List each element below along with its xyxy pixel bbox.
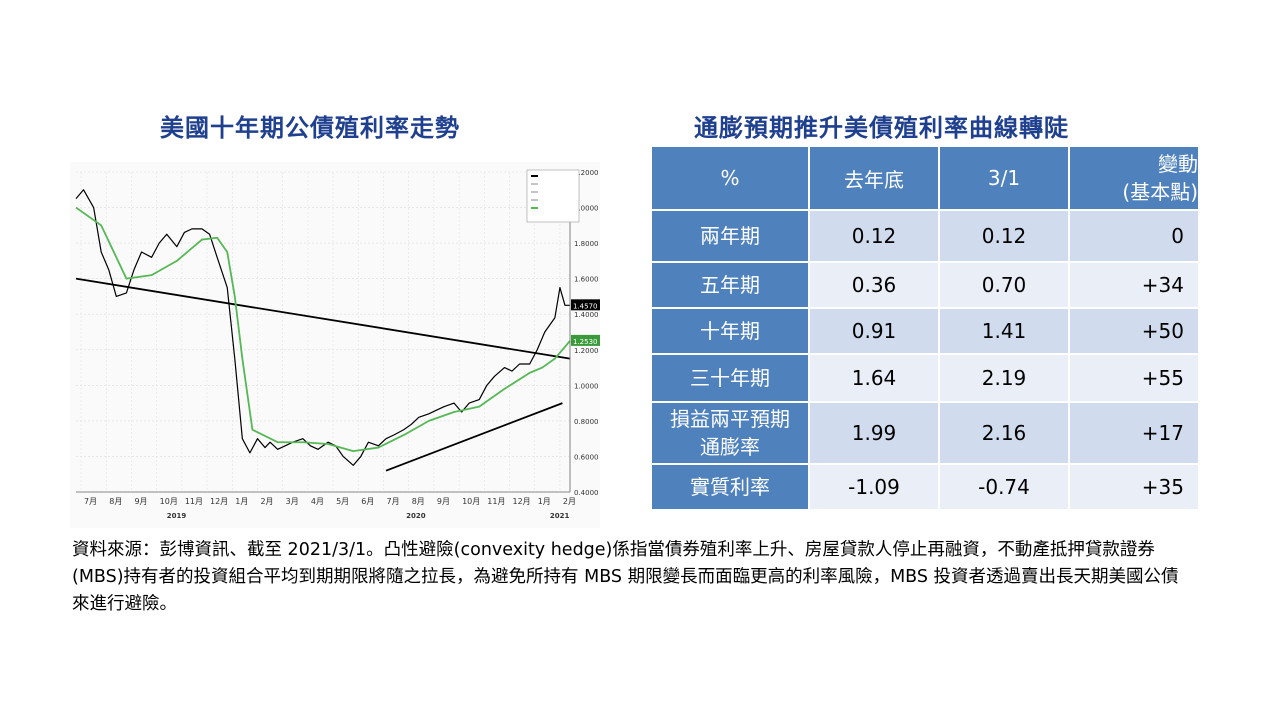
x-tick-label: 2月 (563, 497, 576, 506)
x-tick-label: 3月 (286, 497, 299, 506)
cell-change: +34 (1068, 261, 1200, 309)
x-tick-label: 10月 (462, 497, 480, 506)
x-tick-label: 7月 (386, 497, 399, 506)
cell-mar1: 1.41 (938, 307, 1070, 355)
header-mar1: 3/1 (938, 145, 1070, 211)
cell-end-last-year: 0.12 (808, 209, 940, 263)
trendline (385, 402, 563, 472)
x-tick-label: 12月 (210, 497, 228, 506)
last-value-badge (571, 299, 601, 311)
table-row: 五年期 0.36 0.70 +34 (650, 261, 1200, 309)
x-tick-label: 11月 (185, 497, 203, 506)
y-tick-label: 0.8000 (574, 418, 599, 426)
cell-end-last-year: 0.36 (808, 261, 940, 309)
last-value-label: 1.2530 (573, 338, 598, 346)
x-tick-label: 5月 (336, 497, 349, 506)
x-tick-label: 7月 (84, 497, 97, 506)
cell-change: +55 (1068, 353, 1200, 403)
trendlines (75, 277, 571, 472)
y-tick-label: 1.0000 (574, 382, 599, 390)
header-unit: % (650, 145, 810, 211)
x-tick-label: 9月 (134, 497, 147, 506)
series-line (75, 189, 570, 466)
cell-mar1: 2.16 (938, 401, 1070, 465)
trendline (75, 277, 571, 360)
y-tick-label: 1.4000 (574, 311, 599, 319)
y-tick-label: 0.6000 (574, 453, 599, 461)
y-tick-label: 0.4000 (574, 489, 599, 497)
cell-end-last-year: 1.99 (808, 401, 940, 465)
year-label: 2020 (406, 512, 426, 520)
x-tick-label: 12月 (513, 497, 531, 506)
header-change: 變動 (基本點) (1068, 145, 1200, 211)
row-label: 三十年期 (650, 353, 810, 403)
x-tick-label: 8月 (412, 497, 425, 506)
cell-mar1: 2.19 (938, 353, 1070, 403)
table-header-row: % 去年底 3/1 變動 (基本點) (650, 145, 1200, 211)
yield-chart: 0.4000 0.6000 0.8000 1.0000 1.2000 1.4000 1.60… (70, 162, 601, 528)
cell-end-last-year: 0.91 (808, 307, 940, 355)
yield-table: % 去年底 3/1 變動 (基本點) 兩年期 0.12 0.12 0 五年期 0.36 0.… (650, 145, 1200, 511)
header-end-last-year: 去年底 (808, 145, 940, 211)
series-line (75, 206, 571, 453)
x-tick-label: 8月 (109, 497, 122, 506)
chart-legend (526, 169, 580, 223)
row-label: 五年期 (650, 261, 810, 309)
year-label: 2021 (550, 512, 570, 520)
chart-series (75, 189, 571, 466)
source-note: 資料來源：彭博資訊、截至 2021/3/1。凸性避險(convexity hed… (72, 540, 1179, 614)
cell-change: +35 (1068, 463, 1200, 511)
row-label: 實質利率 (650, 463, 810, 511)
cell-change: +17 (1068, 401, 1200, 465)
cell-mar1: -0.74 (938, 463, 1070, 511)
x-tick-label: 1月 (235, 497, 248, 506)
table-row: 損益兩平預期 通膨率 1.99 2.16 +17 (650, 401, 1200, 465)
x-tick-label: 10月 (160, 497, 178, 506)
row-label: 損益兩平預期 通膨率 (650, 401, 810, 465)
table-row: 十年期 0.91 1.41 +50 (650, 307, 1200, 355)
cell-change: 0 (1068, 209, 1200, 263)
year-label: 2019 (167, 512, 187, 520)
yield-chart-svg: 0.4000 0.6000 0.8000 1.0000 1.2000 1.4000 1.60… (75, 169, 601, 520)
table-title: 通膨預期推升美債殖利率曲線轉陡 (694, 114, 1069, 142)
cell-mar1: 0.12 (938, 209, 1070, 263)
last-value-label: 1.4570 (573, 302, 598, 310)
x-tick-label: 4月 (311, 497, 324, 506)
cell-mar1: 0.70 (938, 261, 1070, 309)
last-value-badge (571, 334, 601, 346)
cell-change: +50 (1068, 307, 1200, 355)
chart-axes: 0.4000 0.6000 0.8000 1.0000 1.2000 1.4000 1.60… (76, 169, 601, 520)
y-tick-label: 2.2000 (574, 169, 599, 177)
x-tick-label: 6月 (361, 497, 374, 506)
cell-end-last-year: -1.09 (808, 463, 940, 511)
x-tick-label: 2月 (260, 497, 273, 506)
cell-end-last-year: 1.64 (808, 353, 940, 403)
x-tick-label: 1月 (538, 497, 551, 506)
y-tick-label: 1.6000 (574, 276, 599, 284)
x-tick-label: 9月 (437, 497, 450, 506)
x-tick-label: 11月 (487, 497, 505, 506)
row-label: 十年期 (650, 307, 810, 355)
y-tick-label: 1.2000 (574, 347, 599, 355)
y-tick-label: 2.0000 (574, 205, 599, 213)
row-label: 兩年期 (650, 209, 810, 263)
chart-title: 美國十年期公債殖利率走勢 (160, 114, 460, 142)
y-tick-label: 1.8000 (574, 240, 599, 248)
table-row: 三十年期 1.64 2.19 +55 (650, 353, 1200, 403)
table-row: 兩年期 0.12 0.12 0 (650, 209, 1200, 263)
table-row: 實質利率 -1.09 -0.74 +35 (650, 463, 1200, 511)
